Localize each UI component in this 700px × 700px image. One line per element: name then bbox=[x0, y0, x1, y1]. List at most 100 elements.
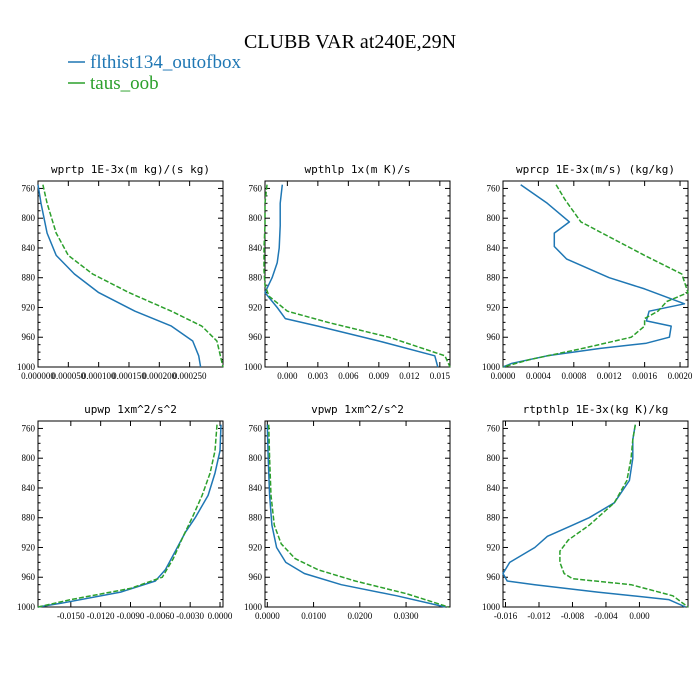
series-line-flthist134-outofbox bbox=[502, 424, 686, 608]
x-tick-label: 0.0012 bbox=[597, 371, 622, 381]
x-tick-label: 0.000250 bbox=[173, 371, 207, 381]
x-tick-label: -0.0120 bbox=[87, 611, 115, 621]
y-tick-label: 840 bbox=[249, 483, 263, 493]
x-tick-label: 0.0004 bbox=[526, 371, 551, 381]
x-tick-label: -0.004 bbox=[594, 611, 618, 621]
y-tick-label: 880 bbox=[22, 513, 36, 523]
y-tick-label: 920 bbox=[22, 302, 36, 312]
panel-title: upwp 1xm^2/s^2 bbox=[84, 403, 177, 416]
y-tick-label: 920 bbox=[487, 542, 501, 552]
series-line-taus-oob bbox=[267, 424, 449, 608]
x-tick-label: -0.012 bbox=[527, 611, 550, 621]
plot-frame bbox=[502, 420, 689, 608]
y-tick-label: 760 bbox=[249, 423, 263, 433]
y-tick-label: 800 bbox=[22, 453, 36, 463]
panel-6: rtpthlp 1E-3x(kg K)/kg 760 800 840 880 920 960… bbox=[482, 403, 689, 621]
y-tick-label: 1000 bbox=[482, 602, 501, 612]
legend-label-flthist134: flthist134_outofbox bbox=[90, 52, 241, 73]
x-tick-label: 0.012 bbox=[399, 371, 419, 381]
x-tick-label: 0.000200 bbox=[142, 371, 176, 381]
y-tick-label: 920 bbox=[249, 542, 263, 552]
x-tick-label: 0.000000 bbox=[21, 371, 55, 381]
x-tick-label: 0.003 bbox=[308, 371, 329, 381]
x-tick-label: 0.0000 bbox=[255, 611, 280, 621]
x-tick-label: -0.0090 bbox=[117, 611, 145, 621]
x-tick-label: 0.0100 bbox=[301, 611, 326, 621]
y-tick-label: 960 bbox=[487, 572, 501, 582]
x-tick-label: 0.0000 bbox=[208, 611, 233, 621]
x-tick-label: 0.000150 bbox=[112, 371, 146, 381]
y-tick-label: 800 bbox=[487, 213, 501, 223]
series-line-taus-oob bbox=[263, 184, 451, 368]
x-tick-label: 0.009 bbox=[369, 371, 390, 381]
series-line-flthist134-outofbox bbox=[37, 424, 222, 608]
x-tick-label: 0.000050 bbox=[51, 371, 85, 381]
y-tick-label: 1000 bbox=[17, 602, 36, 612]
x-tick-label: -0.008 bbox=[561, 611, 585, 621]
y-tick-label: 760 bbox=[487, 423, 501, 433]
x-tick-label: -0.016 bbox=[494, 611, 518, 621]
y-tick-label: 920 bbox=[249, 302, 263, 312]
series-line-taus-oob bbox=[559, 424, 689, 608]
plot-frame bbox=[37, 180, 224, 368]
y-tick-label: 960 bbox=[249, 332, 263, 342]
y-tick-label: 880 bbox=[249, 273, 263, 283]
panel-5: vpwp 1xm^2/s^2 760 800 840 880 920 960 10000.00… bbox=[244, 403, 451, 621]
y-tick-label: 760 bbox=[249, 183, 263, 193]
y-tick-label: 880 bbox=[487, 273, 501, 283]
y-tick-label: 800 bbox=[249, 453, 263, 463]
y-tick-label: 760 bbox=[22, 423, 36, 433]
y-tick-label: 1000 bbox=[17, 362, 36, 372]
x-tick-label: -0.0030 bbox=[176, 611, 204, 621]
y-tick-label: 840 bbox=[487, 243, 501, 253]
y-tick-label: 960 bbox=[22, 332, 36, 342]
panel-title: rtpthlp 1E-3x(kg K)/kg bbox=[523, 403, 669, 416]
panel-3: wprcp 1E-3x(m/s) (kg/kg) 760 800 840 880 920 9… bbox=[482, 163, 693, 381]
plot-frame bbox=[264, 420, 451, 608]
series-line-flthist134-outofbox bbox=[264, 184, 439, 368]
x-tick-label: 0.0000 bbox=[491, 371, 516, 381]
y-tick-label: 760 bbox=[487, 183, 501, 193]
series-line-flthist134-outofbox bbox=[502, 184, 686, 368]
figure-title: CLUBB VAR at240E,29N bbox=[244, 31, 456, 53]
x-tick-label: 0.000 bbox=[629, 611, 650, 621]
plot-frame bbox=[37, 420, 224, 608]
panel-grid: wprtp 1E-3x(m kg)/(s kg) 760 800 840 880 920 9… bbox=[17, 163, 693, 621]
y-tick-label: 760 bbox=[22, 183, 36, 193]
series-line-taus-oob bbox=[37, 424, 218, 608]
plot-frame bbox=[264, 180, 451, 368]
y-tick-label: 880 bbox=[487, 513, 501, 523]
y-tick-label: 840 bbox=[22, 243, 36, 253]
panel-1: wprtp 1E-3x(m kg)/(s kg) 760 800 840 880 920 9… bbox=[17, 163, 224, 381]
x-tick-label: -0.0150 bbox=[57, 611, 85, 621]
panel-title: wprcp 1E-3x(m/s) (kg/kg) bbox=[516, 163, 675, 176]
y-tick-label: 840 bbox=[249, 243, 263, 253]
x-tick-label: 0.0200 bbox=[347, 611, 372, 621]
y-tick-label: 1000 bbox=[244, 602, 263, 612]
x-tick-label: 0.0300 bbox=[394, 611, 419, 621]
y-tick-label: 960 bbox=[22, 572, 36, 582]
series-line-flthist134-outofbox bbox=[266, 424, 446, 608]
y-tick-label: 800 bbox=[249, 213, 263, 223]
y-tick-label: 880 bbox=[22, 273, 36, 283]
y-tick-label: 880 bbox=[249, 513, 263, 523]
x-tick-label: 0.0016 bbox=[632, 371, 657, 381]
series-line-flthist134-outofbox bbox=[37, 184, 202, 368]
y-tick-label: 840 bbox=[22, 483, 36, 493]
x-tick-label: -0.0060 bbox=[146, 611, 174, 621]
panel-title: vpwp 1xm^2/s^2 bbox=[311, 403, 404, 416]
x-tick-label: 0.0008 bbox=[561, 371, 586, 381]
y-tick-label: 1000 bbox=[482, 362, 501, 372]
x-tick-label: 0.000 bbox=[277, 371, 298, 381]
x-tick-label: 0.000100 bbox=[82, 371, 116, 381]
x-tick-label: 0.006 bbox=[338, 371, 359, 381]
y-tick-label: 1000 bbox=[244, 362, 263, 372]
y-tick-label: 960 bbox=[249, 572, 263, 582]
y-tick-label: 960 bbox=[487, 332, 501, 342]
panel-4: upwp 1xm^2/s^2 760 800 840 880 920 960 1000 -0.0… bbox=[17, 403, 233, 621]
y-tick-label: 800 bbox=[22, 213, 36, 223]
x-tick-label: 0.015 bbox=[430, 371, 451, 381]
y-tick-label: 920 bbox=[487, 302, 501, 312]
y-tick-label: 920 bbox=[22, 542, 36, 552]
